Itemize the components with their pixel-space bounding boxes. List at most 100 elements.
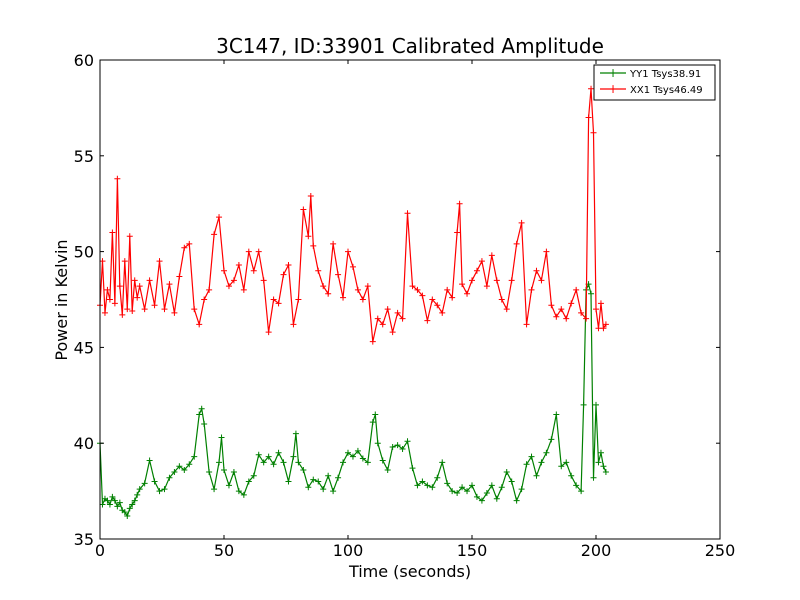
data-point bbox=[114, 175, 121, 182]
data-point bbox=[161, 306, 168, 313]
data-point bbox=[171, 309, 178, 316]
y-tick-label: 50 bbox=[74, 243, 94, 262]
data-point bbox=[384, 467, 391, 474]
ticks-layer: 0 50 100 150 200 250 35 40 45 50 55 60 bbox=[74, 51, 736, 560]
data-point bbox=[134, 294, 141, 301]
data-point bbox=[121, 509, 128, 516]
data-point bbox=[330, 240, 337, 247]
data-point bbox=[404, 438, 411, 445]
x-tick-label: 100 bbox=[333, 541, 364, 560]
data-point bbox=[414, 286, 421, 293]
data-point bbox=[464, 488, 471, 495]
x-tick-label: 150 bbox=[457, 541, 488, 560]
data-point bbox=[449, 488, 456, 495]
data-point bbox=[588, 290, 595, 297]
data-point bbox=[335, 474, 342, 481]
data-point bbox=[533, 472, 540, 479]
legend-label-yy1: YY1 Tsys38.91 bbox=[629, 69, 701, 80]
data-point bbox=[563, 459, 570, 466]
data-point bbox=[429, 296, 436, 303]
data-point bbox=[444, 286, 451, 293]
data-point bbox=[424, 482, 431, 489]
data-point bbox=[245, 248, 252, 255]
data-point bbox=[345, 449, 351, 456]
data-point bbox=[548, 436, 555, 443]
data-point bbox=[235, 488, 242, 495]
data-point bbox=[602, 468, 609, 475]
data-point bbox=[488, 482, 495, 489]
data-point bbox=[114, 503, 121, 510]
data-point bbox=[533, 267, 540, 274]
data-point bbox=[473, 267, 480, 274]
data-point bbox=[459, 484, 466, 491]
data-point bbox=[354, 447, 361, 454]
data-point bbox=[275, 300, 282, 307]
legend-marker-xx1: + bbox=[608, 82, 618, 96]
data-point bbox=[146, 277, 153, 284]
data-point bbox=[573, 286, 580, 293]
x-axis-title: Time (seconds) bbox=[348, 562, 471, 581]
data-point bbox=[166, 474, 173, 481]
data-point bbox=[493, 495, 500, 502]
data-point bbox=[216, 214, 223, 221]
data-point bbox=[538, 459, 545, 466]
x-tick-label: 250 bbox=[705, 541, 736, 560]
data-point bbox=[285, 478, 292, 485]
data-point bbox=[548, 302, 555, 309]
data-point bbox=[225, 283, 232, 290]
data-point bbox=[478, 258, 485, 265]
data-point bbox=[389, 444, 396, 451]
data-point bbox=[600, 325, 607, 332]
data-point bbox=[126, 233, 133, 240]
data-point bbox=[340, 459, 347, 466]
data-point bbox=[265, 329, 272, 336]
data-point bbox=[597, 449, 604, 456]
data-point bbox=[129, 501, 136, 508]
data-point bbox=[198, 405, 205, 412]
data-point bbox=[270, 461, 277, 468]
data-point bbox=[399, 445, 406, 452]
data-point bbox=[131, 497, 138, 504]
data-point bbox=[493, 277, 500, 284]
data-point bbox=[300, 467, 307, 474]
data-point bbox=[325, 472, 332, 479]
plot-frame bbox=[99, 59, 721, 540]
data-point bbox=[568, 300, 575, 307]
data-point bbox=[181, 244, 188, 251]
data-point bbox=[340, 294, 347, 301]
data-point bbox=[488, 252, 495, 259]
data-point bbox=[498, 484, 505, 491]
data-point bbox=[543, 248, 550, 255]
data-point bbox=[104, 497, 111, 504]
data-point bbox=[553, 313, 560, 320]
y-tick-label: 45 bbox=[74, 338, 94, 357]
data-point bbox=[119, 311, 126, 318]
data-point bbox=[275, 449, 282, 456]
data-point bbox=[260, 277, 267, 284]
data-point bbox=[513, 497, 520, 504]
data-point bbox=[568, 472, 575, 479]
data-point bbox=[518, 219, 525, 226]
data-point bbox=[250, 267, 257, 274]
data-point bbox=[166, 281, 173, 288]
data-point bbox=[116, 499, 123, 506]
y-tick-label: 40 bbox=[74, 434, 94, 453]
data-point bbox=[101, 309, 108, 316]
data-point bbox=[389, 329, 396, 336]
data-point bbox=[156, 488, 163, 495]
x-tick-label: 200 bbox=[581, 541, 612, 560]
data-point bbox=[109, 493, 116, 500]
data-point bbox=[456, 200, 463, 207]
data-point bbox=[265, 453, 272, 460]
data-point bbox=[419, 292, 426, 299]
data-point bbox=[414, 482, 421, 489]
data-point bbox=[106, 296, 113, 303]
data-point bbox=[369, 419, 376, 426]
y-tick-label: 55 bbox=[74, 147, 94, 166]
data-point bbox=[116, 283, 123, 290]
series-1 bbox=[97, 85, 609, 345]
data-point bbox=[290, 321, 297, 328]
data-point bbox=[478, 497, 485, 504]
data-point bbox=[483, 283, 490, 290]
